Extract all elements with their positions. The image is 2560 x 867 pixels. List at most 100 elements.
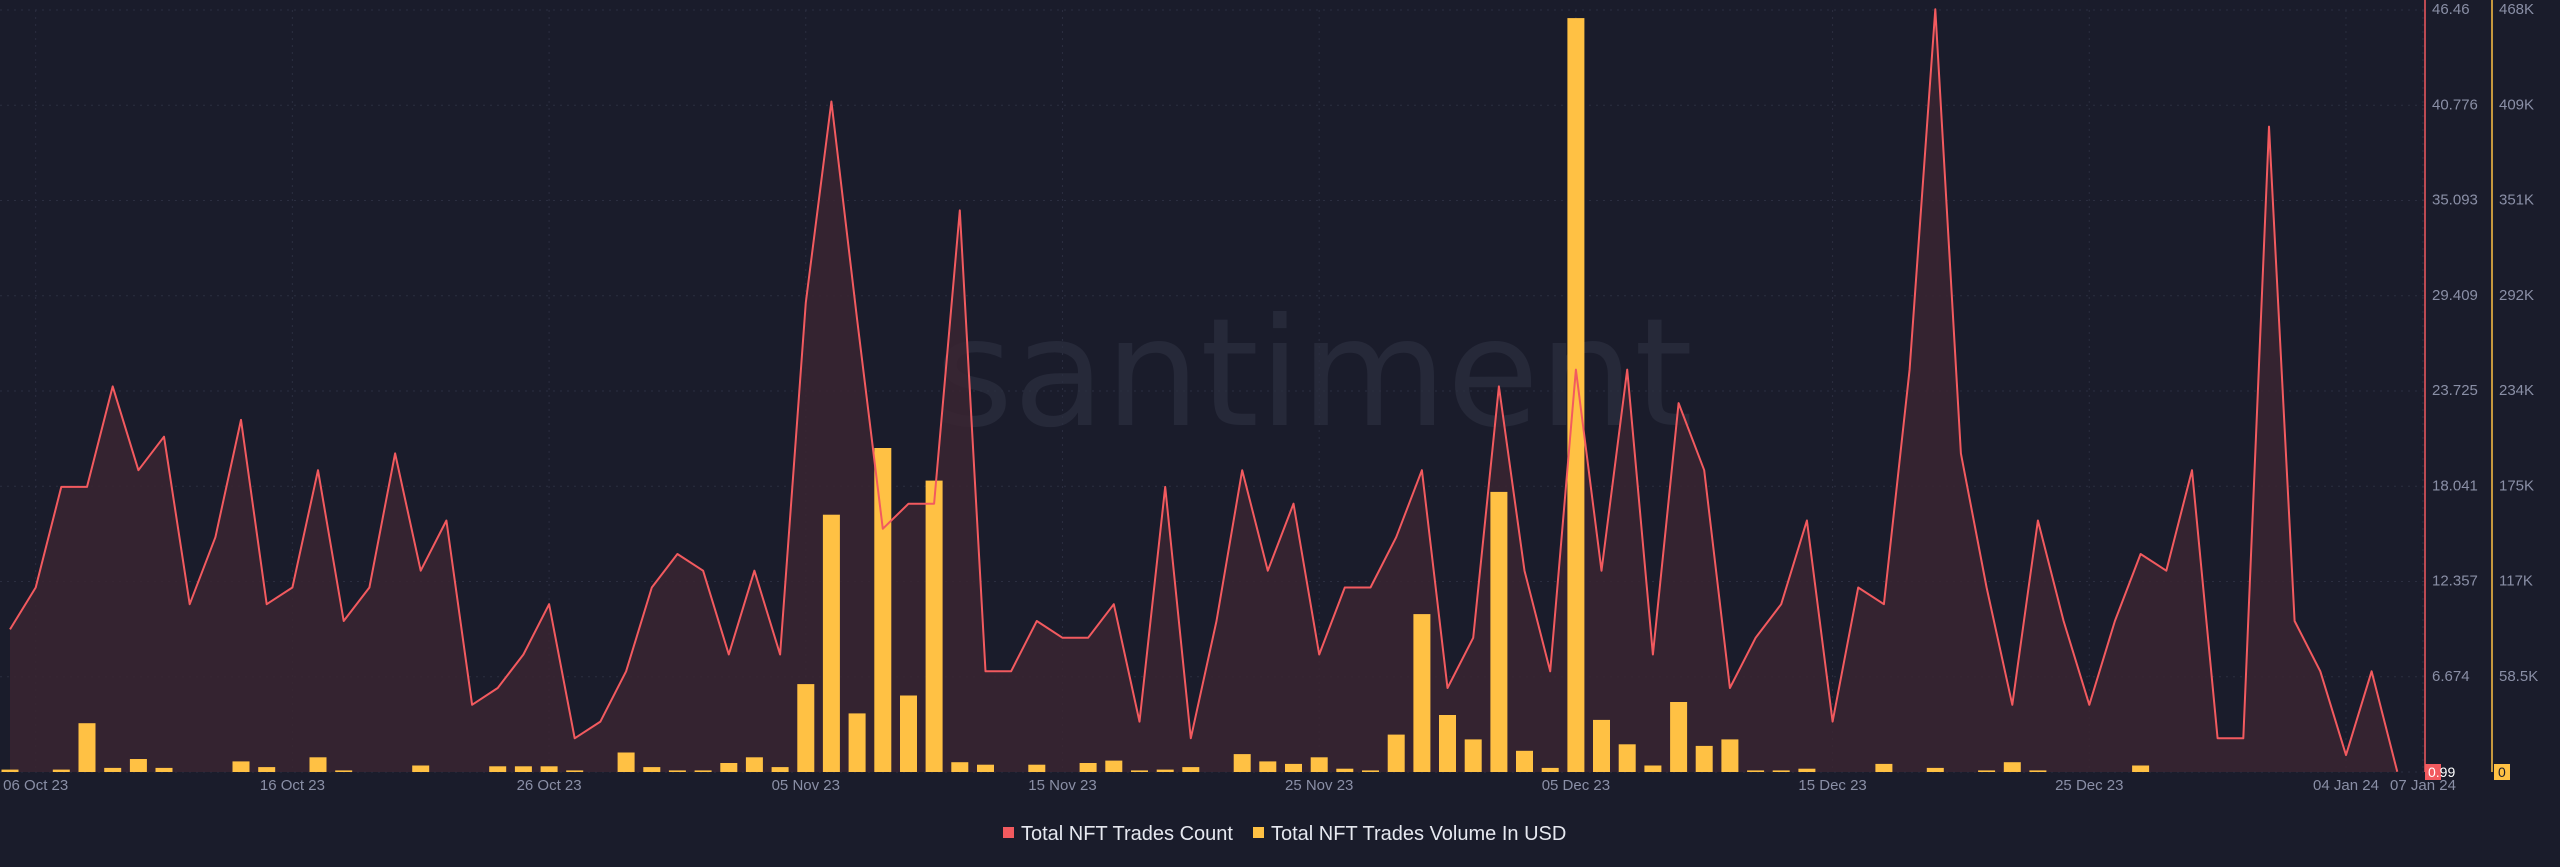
volume-bar — [1747, 770, 1765, 772]
x-tick-label: 04 Jan 24 — [2313, 777, 2379, 794]
volume-bar — [309, 757, 327, 772]
left-tick-label: 6.674 — [2432, 668, 2470, 685]
current-value-badges: 0.99 0 — [2425, 764, 2510, 780]
volume-bar — [1798, 768, 1816, 772]
volume-bar — [1644, 765, 1662, 772]
count-line — [9, 8, 2399, 773]
volume-bar — [78, 723, 96, 772]
right-current-value: 0 — [2498, 764, 2506, 780]
x-tick-label: 15 Nov 23 — [1028, 777, 1096, 794]
volume-bar — [1233, 754, 1251, 772]
volume-bar — [514, 766, 532, 772]
legend-label-volume: Total NFT Trades Volume In USD — [1271, 823, 1566, 845]
volume-bar — [951, 762, 969, 772]
volume-bar — [1567, 18, 1585, 773]
volume-bar — [1695, 745, 1713, 772]
left-tick-label: 23.725 — [2432, 382, 2478, 399]
right-tick-label: 58.5K — [2499, 668, 2538, 685]
watermark: santiment — [935, 287, 1693, 461]
count-area — [10, 9, 2398, 773]
volume-bar — [1670, 702, 1688, 772]
legend-item-count[interactable]: Total NFT Trades Count — [1003, 823, 1233, 845]
left-tick-label: 12.357 — [2432, 573, 2478, 590]
count-area-layer — [10, 9, 2398, 773]
left-tick-label: 40.776 — [2432, 96, 2478, 113]
volume-bar — [617, 752, 635, 772]
volume-bar — [1, 769, 19, 772]
volume-bar — [1772, 770, 1790, 772]
left-tick-label: 29.409 — [2432, 287, 2478, 304]
volume-bar — [1259, 761, 1277, 772]
volume-bar — [129, 759, 147, 772]
volume-bar — [797, 684, 815, 772]
volume-bar — [232, 761, 250, 772]
x-tick-label: 25 Nov 23 — [1285, 777, 1353, 794]
x-axis-ticks: 06 Oct 23 16 Oct 23 26 Oct 23 05 Nov 23 15 N… — [3, 777, 2456, 794]
right-current-badge — [2494, 764, 2510, 780]
right-tick-label: 234K — [2499, 382, 2534, 399]
volume-bars — [1, 18, 2150, 773]
legend: Total NFT Trades Count Total NFT Trades … — [1003, 823, 1566, 845]
count-line-layer — [9, 8, 2399, 773]
right-tick-label: 175K — [2499, 477, 2534, 494]
volume-bar — [1336, 768, 1354, 772]
volume-bar — [1182, 767, 1200, 772]
volume-bar — [1156, 769, 1174, 772]
volume-bar — [2132, 765, 2150, 772]
volume-bar — [489, 766, 507, 772]
volume-bar — [1721, 739, 1739, 772]
volume-bar — [566, 770, 584, 772]
volume-bar — [1978, 770, 1996, 772]
left-tick-label: 35.093 — [2432, 192, 2478, 209]
volume-bar — [720, 763, 738, 772]
volume-bar — [1079, 763, 1097, 772]
x-tick-label: 15 Dec 23 — [1798, 777, 1866, 794]
volume-bar — [1105, 760, 1123, 772]
legend-label-count: Total NFT Trades Count — [1021, 823, 1233, 845]
volume-bar — [1413, 614, 1431, 772]
axes — [2424, 0, 2493, 772]
volume-bar — [822, 514, 840, 772]
volume-bar — [1516, 750, 1533, 772]
volume-bar — [848, 713, 866, 772]
volume-bar — [2029, 770, 2047, 772]
volume-bar — [977, 764, 994, 772]
legend-item-volume[interactable]: Total NFT Trades Volume In USD — [1253, 823, 1566, 845]
volume-bar — [52, 769, 70, 772]
volume-bar — [1541, 767, 1559, 772]
right-tick-label: 292K — [2499, 287, 2534, 304]
right-tick-label: 117K — [2499, 573, 2533, 590]
legend-swatch-count — [1003, 827, 1014, 838]
volume-bar — [1464, 739, 1482, 772]
volume-bar — [1490, 491, 1508, 772]
volume-bar — [1362, 770, 1379, 772]
volume-bar — [1310, 757, 1328, 772]
x-tick-label: 25 Dec 23 — [2055, 777, 2123, 794]
volume-bar — [694, 770, 712, 772]
volume-bar — [1875, 763, 1893, 772]
right-axis-ticks: 468K 409K 351K 292K 234K 175K 117K 58.5K — [2499, 1, 2538, 685]
volume-bar — [643, 767, 661, 772]
volume-bar — [925, 480, 943, 772]
volume-bar — [540, 766, 558, 772]
volume-bar — [1285, 763, 1302, 772]
x-tick-label: 05 Dec 23 — [1542, 777, 1610, 794]
x-tick-label: 06 Oct 23 — [3, 777, 68, 794]
x-tick-label: 26 Oct 23 — [517, 777, 582, 794]
legend-swatch-volume — [1253, 827, 1264, 838]
x-tick-label: 07 Jan 24 — [2390, 777, 2456, 794]
volume-bar — [155, 767, 173, 772]
x-tick-label: 16 Oct 23 — [260, 777, 325, 794]
volume-bar — [412, 765, 430, 772]
right-tick-label: 468K — [2499, 1, 2534, 18]
volume-bar — [2003, 762, 2021, 772]
volume-bar — [1593, 719, 1610, 772]
volume-bar — [1926, 767, 1944, 772]
volume-bar — [1439, 715, 1456, 772]
left-tick-label: 18.041 — [2432, 477, 2478, 494]
volume-bar — [668, 770, 686, 772]
volume-bar — [1387, 734, 1405, 772]
volume-bar — [1131, 770, 1148, 772]
volume-bar — [335, 770, 353, 772]
volume-bar — [1618, 744, 1636, 772]
